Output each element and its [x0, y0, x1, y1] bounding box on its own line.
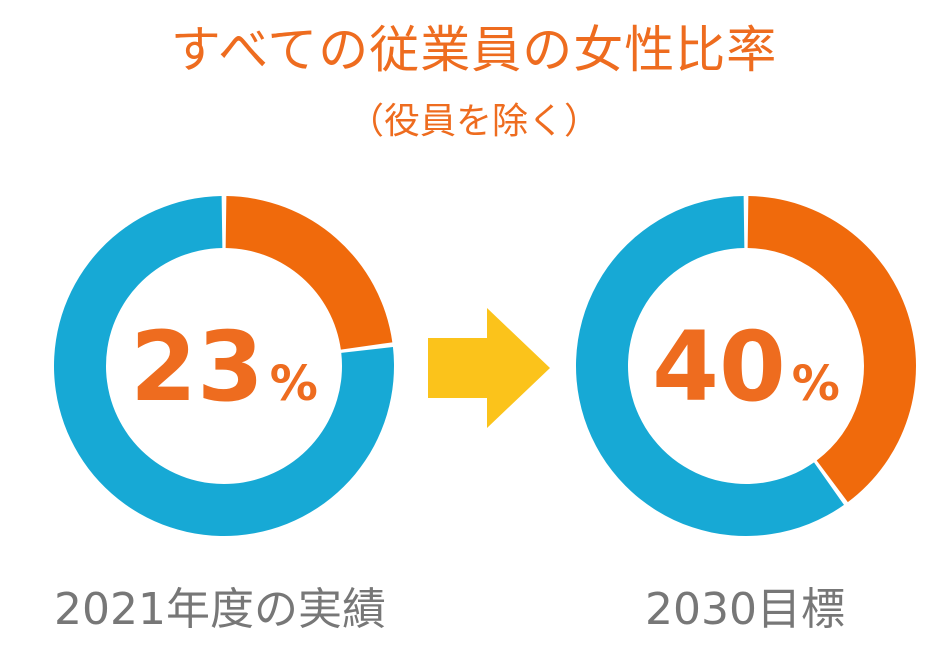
donut-2021-female-slice	[225, 196, 393, 350]
donut-chart-2021: 23%	[53, 196, 394, 536]
donut-2030-other-slice	[576, 196, 844, 536]
caption-2021: 2021年度の実績	[54, 584, 386, 635]
donut-2021-value-unit: %	[270, 356, 318, 412]
donut-chart-2030: 40%	[576, 196, 917, 536]
right-arrow-icon	[428, 308, 550, 428]
donut-2030-value-unit: %	[792, 356, 840, 412]
page-subtitle: （役員を除く）	[347, 101, 600, 142]
donut-2030-value-number: 40	[652, 311, 786, 423]
donut-2021-value-number: 23	[130, 311, 264, 423]
page-title: すべての従業員の女性比率	[170, 21, 778, 79]
donut-2021-value-label: 23%	[130, 311, 318, 423]
donut-2030-value-label: 40%	[652, 311, 840, 423]
donut-2030-female-slice	[747, 196, 917, 503]
donut-2021-other-slice	[53, 196, 394, 536]
caption-2030: 2030目標	[645, 584, 845, 635]
